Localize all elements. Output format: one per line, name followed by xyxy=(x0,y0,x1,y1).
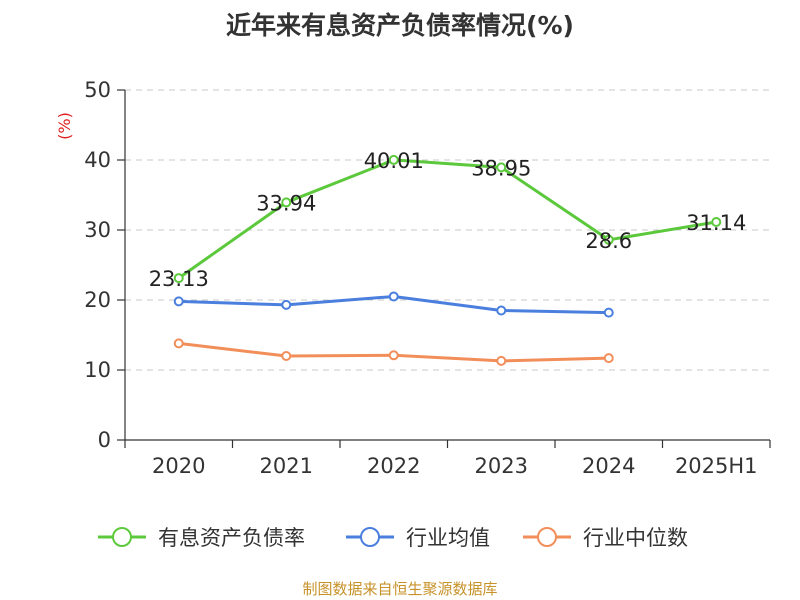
x-tick-label: 2021 xyxy=(260,454,313,478)
series-line xyxy=(177,158,717,280)
y-tick-label: 10 xyxy=(84,358,111,382)
data-point xyxy=(496,305,507,316)
data-point xyxy=(496,355,507,366)
y-tick-label: 40 xyxy=(84,148,111,172)
x-tick-label: 2024 xyxy=(582,454,635,478)
x-tick-label: 2025H1 xyxy=(675,454,758,478)
legend-marker xyxy=(537,527,557,547)
y-axis-label: (%) xyxy=(55,112,74,140)
legend-marker xyxy=(360,527,380,547)
y-tick-label: 50 xyxy=(84,78,111,102)
legend: 有息资产负债率 行业均值 行业中位数 xyxy=(98,526,688,550)
data-label: 38.95 xyxy=(471,156,531,180)
data-point xyxy=(281,351,292,361)
data-point xyxy=(603,234,614,245)
chart-title: 近年来有息资产负债率情况(%) xyxy=(226,11,574,40)
y-tick-label: 20 xyxy=(84,288,111,312)
gridlines xyxy=(125,89,770,371)
legend-label: 有息资产负债率 xyxy=(158,526,305,550)
data-labels: 23.13 33.94 40.01 38.95 28.6 31.14 xyxy=(149,149,747,291)
x-tick-label: 2023 xyxy=(475,454,528,478)
data-point xyxy=(603,353,614,364)
x-tick-label: 2020 xyxy=(152,454,205,478)
data-label: 28.6 xyxy=(585,229,632,253)
x-tick-label: 2022 xyxy=(367,454,420,478)
data-label: 23.13 xyxy=(149,267,209,291)
legend-label: 行业均值 xyxy=(406,526,490,550)
y-tick-label: 30 xyxy=(84,218,111,242)
data-point xyxy=(711,217,722,228)
data-point xyxy=(173,296,184,307)
data-point xyxy=(496,162,507,173)
data-point xyxy=(173,273,184,284)
legend-label: 行业中位数 xyxy=(583,526,688,550)
data-source-note: 制图数据来自恒生聚源数据库 xyxy=(302,580,498,598)
data-point xyxy=(388,350,399,361)
y-tick-label: 0 xyxy=(98,428,111,452)
data-point xyxy=(173,338,184,349)
data-label: 31.14 xyxy=(686,211,746,235)
series xyxy=(173,154,722,366)
data-point xyxy=(603,307,614,318)
data-point xyxy=(388,154,399,165)
legend-marker xyxy=(112,527,132,547)
data-point xyxy=(281,299,292,310)
data-point xyxy=(388,291,399,302)
axes: 0 10 20 30 40 50 (%) 2020 2021 2022 2023 2024 2025H1 xyxy=(55,78,771,478)
data-point xyxy=(281,197,292,208)
data-label: 33.94 xyxy=(256,191,316,215)
data-label: 40.01 xyxy=(364,149,424,173)
